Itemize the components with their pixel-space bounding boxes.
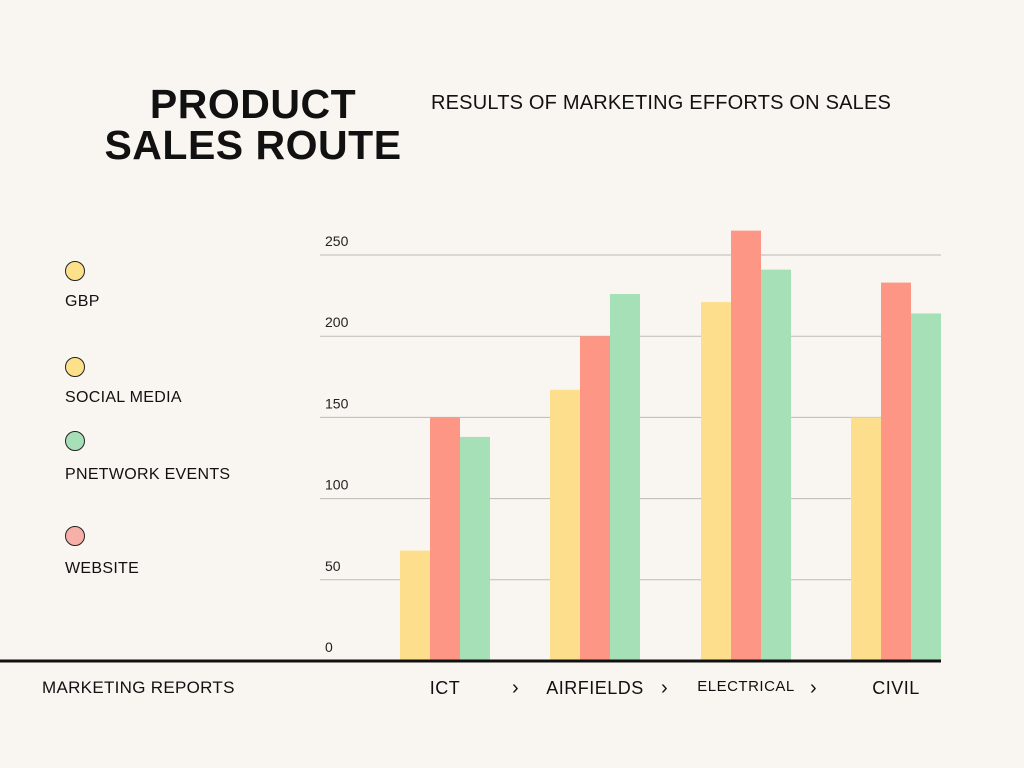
chart-subtitle: RESULTS OF MARKETING EFFORTS ON SALES <box>431 92 892 114</box>
y-tick-label: 100 <box>325 477 349 493</box>
y-tick-label: 0 <box>325 639 333 655</box>
footer-label: MARKETING REPORTS <box>42 678 235 697</box>
x-tick-label: ICT <box>430 678 461 698</box>
bar <box>610 293 640 661</box>
chevron-right-icon: › <box>810 677 817 699</box>
bar <box>701 302 731 661</box>
bar <box>911 313 941 661</box>
title-line-2: SALES ROUTE <box>104 122 402 168</box>
x-tick-label: AIRFIELDS <box>546 678 644 698</box>
legend-label-network-events: PNETWORK EVENTS <box>65 466 231 483</box>
legend-dot-gbp <box>65 261 85 281</box>
x-tick-label: CIVIL <box>872 678 920 698</box>
chart-title: PRODUCT SALES ROUTE <box>88 84 418 166</box>
title-line-1: PRODUCT <box>149 81 357 127</box>
x-tick-label: ELECTRICAL <box>697 678 795 695</box>
legend-dot-website <box>65 526 85 546</box>
y-tick-label: 50 <box>325 558 341 574</box>
bar <box>430 417 460 661</box>
legend-label-gbp: GBP <box>65 293 100 310</box>
y-tick-label: 200 <box>325 314 349 330</box>
bar <box>851 417 881 661</box>
chevron-right-icon: › <box>661 677 668 699</box>
bar <box>731 230 761 661</box>
legend-dot-network-events <box>65 431 85 451</box>
legend-label-social-media: SOCIAL MEDIA <box>65 389 182 406</box>
bar <box>580 336 610 661</box>
legend-label-website: WEBSITE <box>65 560 140 577</box>
legend-dot-social-media <box>65 357 85 377</box>
y-tick-label: 250 <box>325 233 349 249</box>
chevron-right-icon: › <box>512 677 519 699</box>
bar <box>460 436 490 661</box>
bar <box>400 550 430 661</box>
bar <box>761 269 791 661</box>
bar <box>550 389 580 661</box>
y-tick-label: 150 <box>325 395 349 411</box>
bar <box>881 282 911 661</box>
